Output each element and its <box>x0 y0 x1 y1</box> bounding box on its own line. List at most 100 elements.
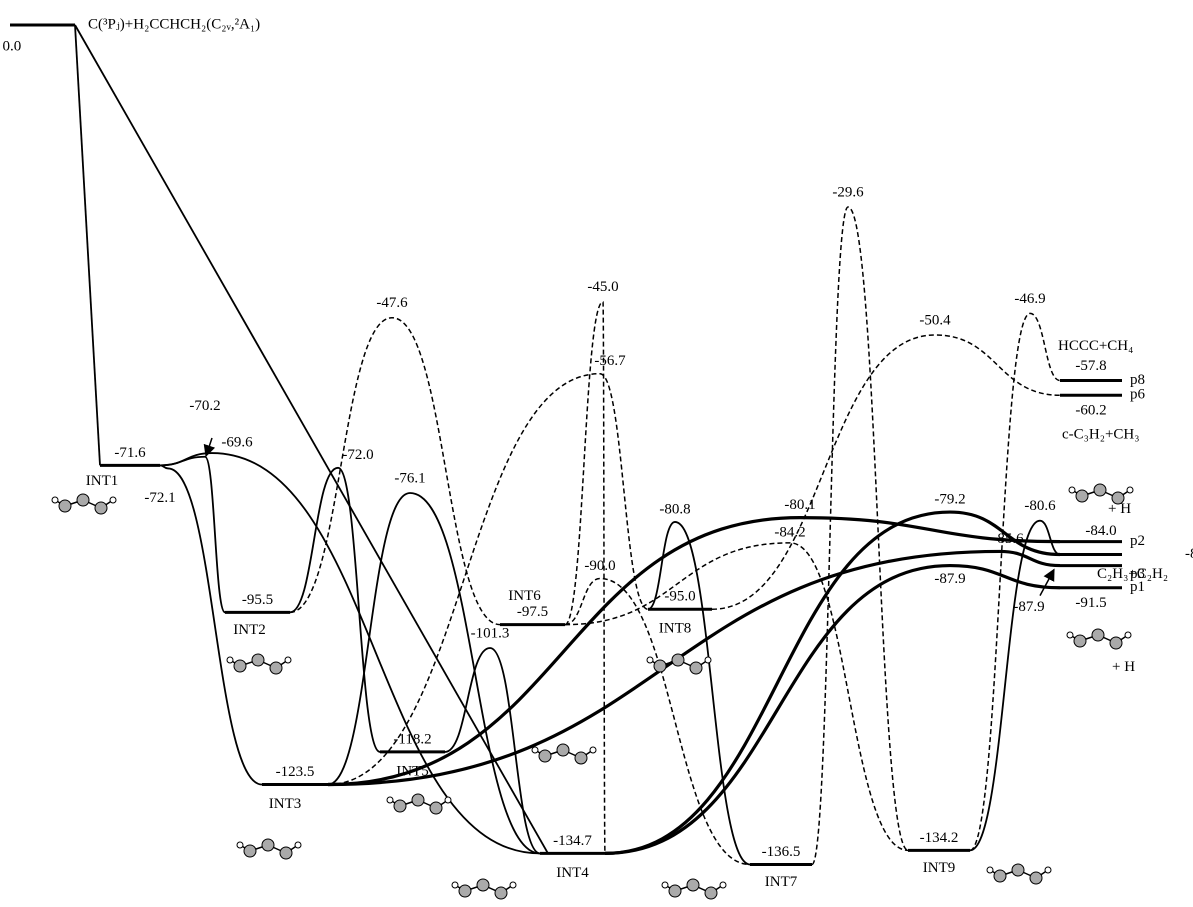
ts-curve <box>812 207 908 864</box>
level-energy: -84.0 <box>1085 523 1116 539</box>
ts-energy: -87.9 <box>934 571 965 587</box>
level-name: p2 <box>1130 533 1145 549</box>
level-name: INT7 <box>765 874 798 890</box>
atom <box>459 885 471 897</box>
atom <box>477 879 489 891</box>
arrow <box>1040 570 1054 596</box>
ts-curve <box>328 493 540 853</box>
atom <box>1112 492 1124 504</box>
atom <box>227 657 233 663</box>
level-name: p8 <box>1130 372 1145 388</box>
ts-energy: -72.0 <box>342 447 373 463</box>
atom <box>1012 864 1024 876</box>
species: HCCC+CH₄ <box>1058 338 1133 354</box>
atom <box>1069 487 1075 493</box>
atom <box>110 497 116 503</box>
atom <box>430 802 442 814</box>
atom <box>987 867 993 873</box>
atom <box>690 662 702 674</box>
ts-energy: -84.2 <box>774 524 805 540</box>
level-name: INT3 <box>269 796 302 812</box>
atom <box>237 842 243 848</box>
energy-diagram: -70.2-69.6-72.1-72.0-76.1-47.6-45.0-56.7… <box>0 0 1193 907</box>
atom <box>557 744 569 756</box>
atom <box>1127 487 1133 493</box>
ts-energy: -45.0 <box>587 279 618 295</box>
atom <box>539 750 551 762</box>
level-energy: -95.5 <box>242 592 273 608</box>
ts-energy: -29.6 <box>832 184 864 200</box>
atom <box>495 887 507 899</box>
ts-energy: -85.6 <box>992 531 1024 547</box>
species: + H <box>1112 659 1135 675</box>
atom <box>1074 635 1086 647</box>
atom <box>285 657 291 663</box>
atom <box>387 797 393 803</box>
ts-curve <box>290 468 380 752</box>
atom <box>1110 637 1122 649</box>
level-name: INT8 <box>659 621 692 637</box>
level-name: INT4 <box>556 865 589 881</box>
ts-energy: -47.6 <box>376 295 408 311</box>
atom <box>705 887 717 899</box>
atom <box>234 660 246 672</box>
level-energy: -118.2 <box>393 731 431 747</box>
atom <box>1067 632 1073 638</box>
ts-curve <box>565 302 605 854</box>
ts-energy: -79.2 <box>934 492 965 508</box>
ts-energy: -80.6 <box>1024 498 1056 514</box>
atom <box>1030 872 1042 884</box>
level-energy: -91.5 <box>1075 595 1106 611</box>
atom <box>445 797 451 803</box>
ts-energy: -46.9 <box>1014 291 1045 307</box>
atom <box>52 497 58 503</box>
level-energy: -60.2 <box>1075 403 1106 419</box>
ts-curve <box>445 648 540 853</box>
level-energy: -134.7 <box>553 833 592 849</box>
ts-energy: -70.2 <box>189 398 220 414</box>
atom <box>59 500 71 512</box>
atom <box>662 882 668 888</box>
ts-energy: -101.3 <box>471 625 510 641</box>
atom <box>994 870 1006 882</box>
level-energy: 0.0 <box>3 38 22 54</box>
atom <box>1045 867 1051 873</box>
atom <box>95 502 107 514</box>
atom <box>720 882 726 888</box>
atom <box>270 662 282 674</box>
ts-curve <box>160 457 225 613</box>
atom <box>280 847 292 859</box>
level-name: INT2 <box>233 622 266 638</box>
atom <box>1092 629 1104 641</box>
level-name: C(³Pⱼ)+H₂CCHCH₂(C₂ᵥ,²A₁) <box>88 16 260 32</box>
ts-curve <box>565 543 908 851</box>
level-energy: -87.9 <box>1013 599 1044 615</box>
level-energy: -134.2 <box>920 830 959 846</box>
species: c-C₃H₂+CH₃ <box>1062 427 1139 443</box>
ts-curve <box>712 335 1060 609</box>
level-energy: -95.0 <box>664 589 695 605</box>
atom <box>295 842 301 848</box>
level-name: p6 <box>1130 387 1146 403</box>
atom <box>262 839 274 851</box>
ts-curve <box>328 374 648 785</box>
level-energy: -57.8 <box>1075 358 1106 374</box>
ts-energy: -56.7 <box>594 353 626 369</box>
atom <box>672 654 684 666</box>
ts-curve <box>605 512 1060 853</box>
ts-energy: -72.1 <box>144 490 175 506</box>
ts-energy: -90.0 <box>584 558 615 574</box>
atom <box>77 494 89 506</box>
atom <box>654 660 666 672</box>
atom <box>510 882 516 888</box>
atom <box>244 845 256 857</box>
atom <box>412 794 424 806</box>
level-energy: -86.1 <box>1185 546 1193 562</box>
atom <box>687 879 699 891</box>
atom <box>647 657 653 663</box>
atom <box>1094 484 1106 496</box>
level-name: INT5 <box>396 763 429 779</box>
ts-energy: -76.1 <box>394 470 425 486</box>
atom <box>452 882 458 888</box>
level-name: INT1 <box>86 473 119 489</box>
